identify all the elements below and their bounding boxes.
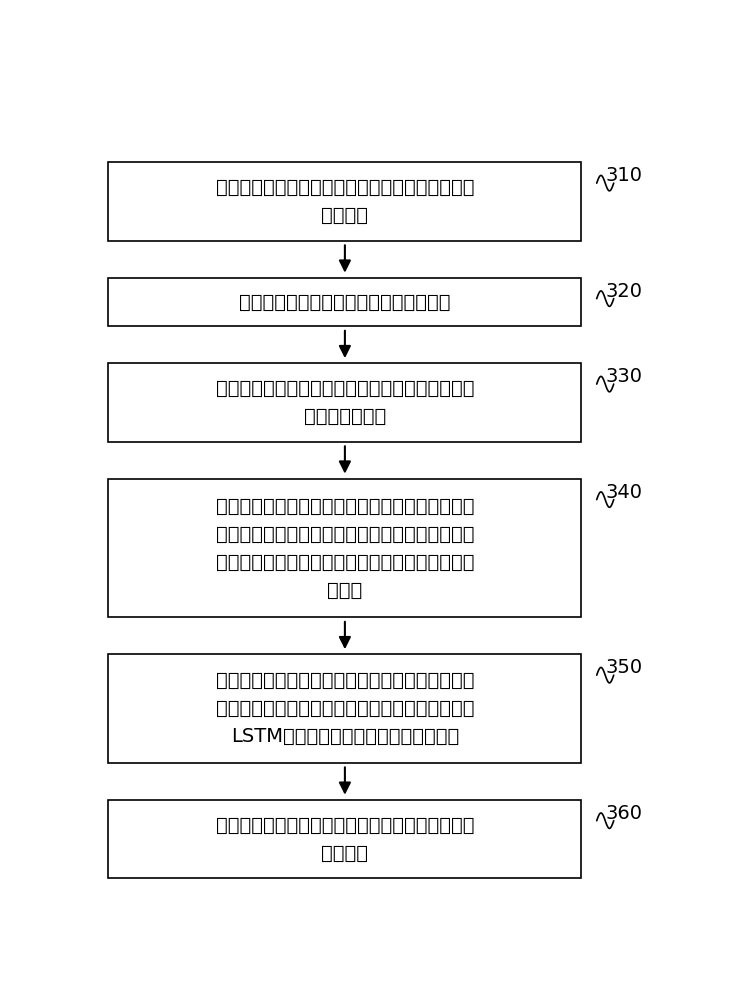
Text: 310: 310 [605, 166, 643, 185]
Text: 将候选区域输入预设跟踪模型进行处理得到跟踪目
标对应的包围盒: 将候选区域输入预设跟踪模型进行处理得到跟踪目 标对应的包围盒 [216, 379, 474, 426]
Text: 获取连续时刻的包围盒对应的三维坐标，构成连续
的坐标序列，将连续的坐标序列输入递归神经网络
LSTM中进行计算，生成后续的坐标序列: 获取连续时刻的包围盒对应的三维坐标，构成连续 的坐标序列，将连续的坐标序列输入递… [216, 671, 474, 746]
Bar [108, 278, 581, 326]
Text: 360: 360 [605, 804, 643, 823]
Text: 340: 340 [605, 483, 643, 502]
Bar [108, 800, 581, 878]
Text: 获取两台摄像机在同一时刻分别对跟踪目标拍摄的
一帧图像: 获取两台摄像机在同一时刻分别对跟踪目标拍摄的 一帧图像 [216, 178, 474, 225]
Bar [108, 162, 581, 241]
Text: 320: 320 [605, 282, 643, 301]
Text: 从图像中提取出跟踪目标对应的候选区域: 从图像中提取出跟踪目标对应的候选区域 [239, 293, 450, 312]
Text: 330: 330 [605, 367, 643, 386]
Bar [108, 479, 581, 617]
Bar [108, 654, 581, 763]
Bar [108, 363, 581, 442]
Text: 350: 350 [605, 658, 643, 677]
Text: 根据连续的坐标序列和后续的坐标序列得到跟踪目
标的轨迹: 根据连续的坐标序列和后续的坐标序列得到跟踪目 标的轨迹 [216, 816, 474, 863]
Text: 获取两台摄像机在同一时刻分别拍摄的跟踪目标对
应的包围盒中心的二维坐标，再根据摄像机投影矩
阵计算出该时刻对应的跟踪目标的包围盒中心的三
维坐标: 获取两台摄像机在同一时刻分别拍摄的跟踪目标对 应的包围盒中心的二维坐标，再根据摄… [216, 497, 474, 600]
